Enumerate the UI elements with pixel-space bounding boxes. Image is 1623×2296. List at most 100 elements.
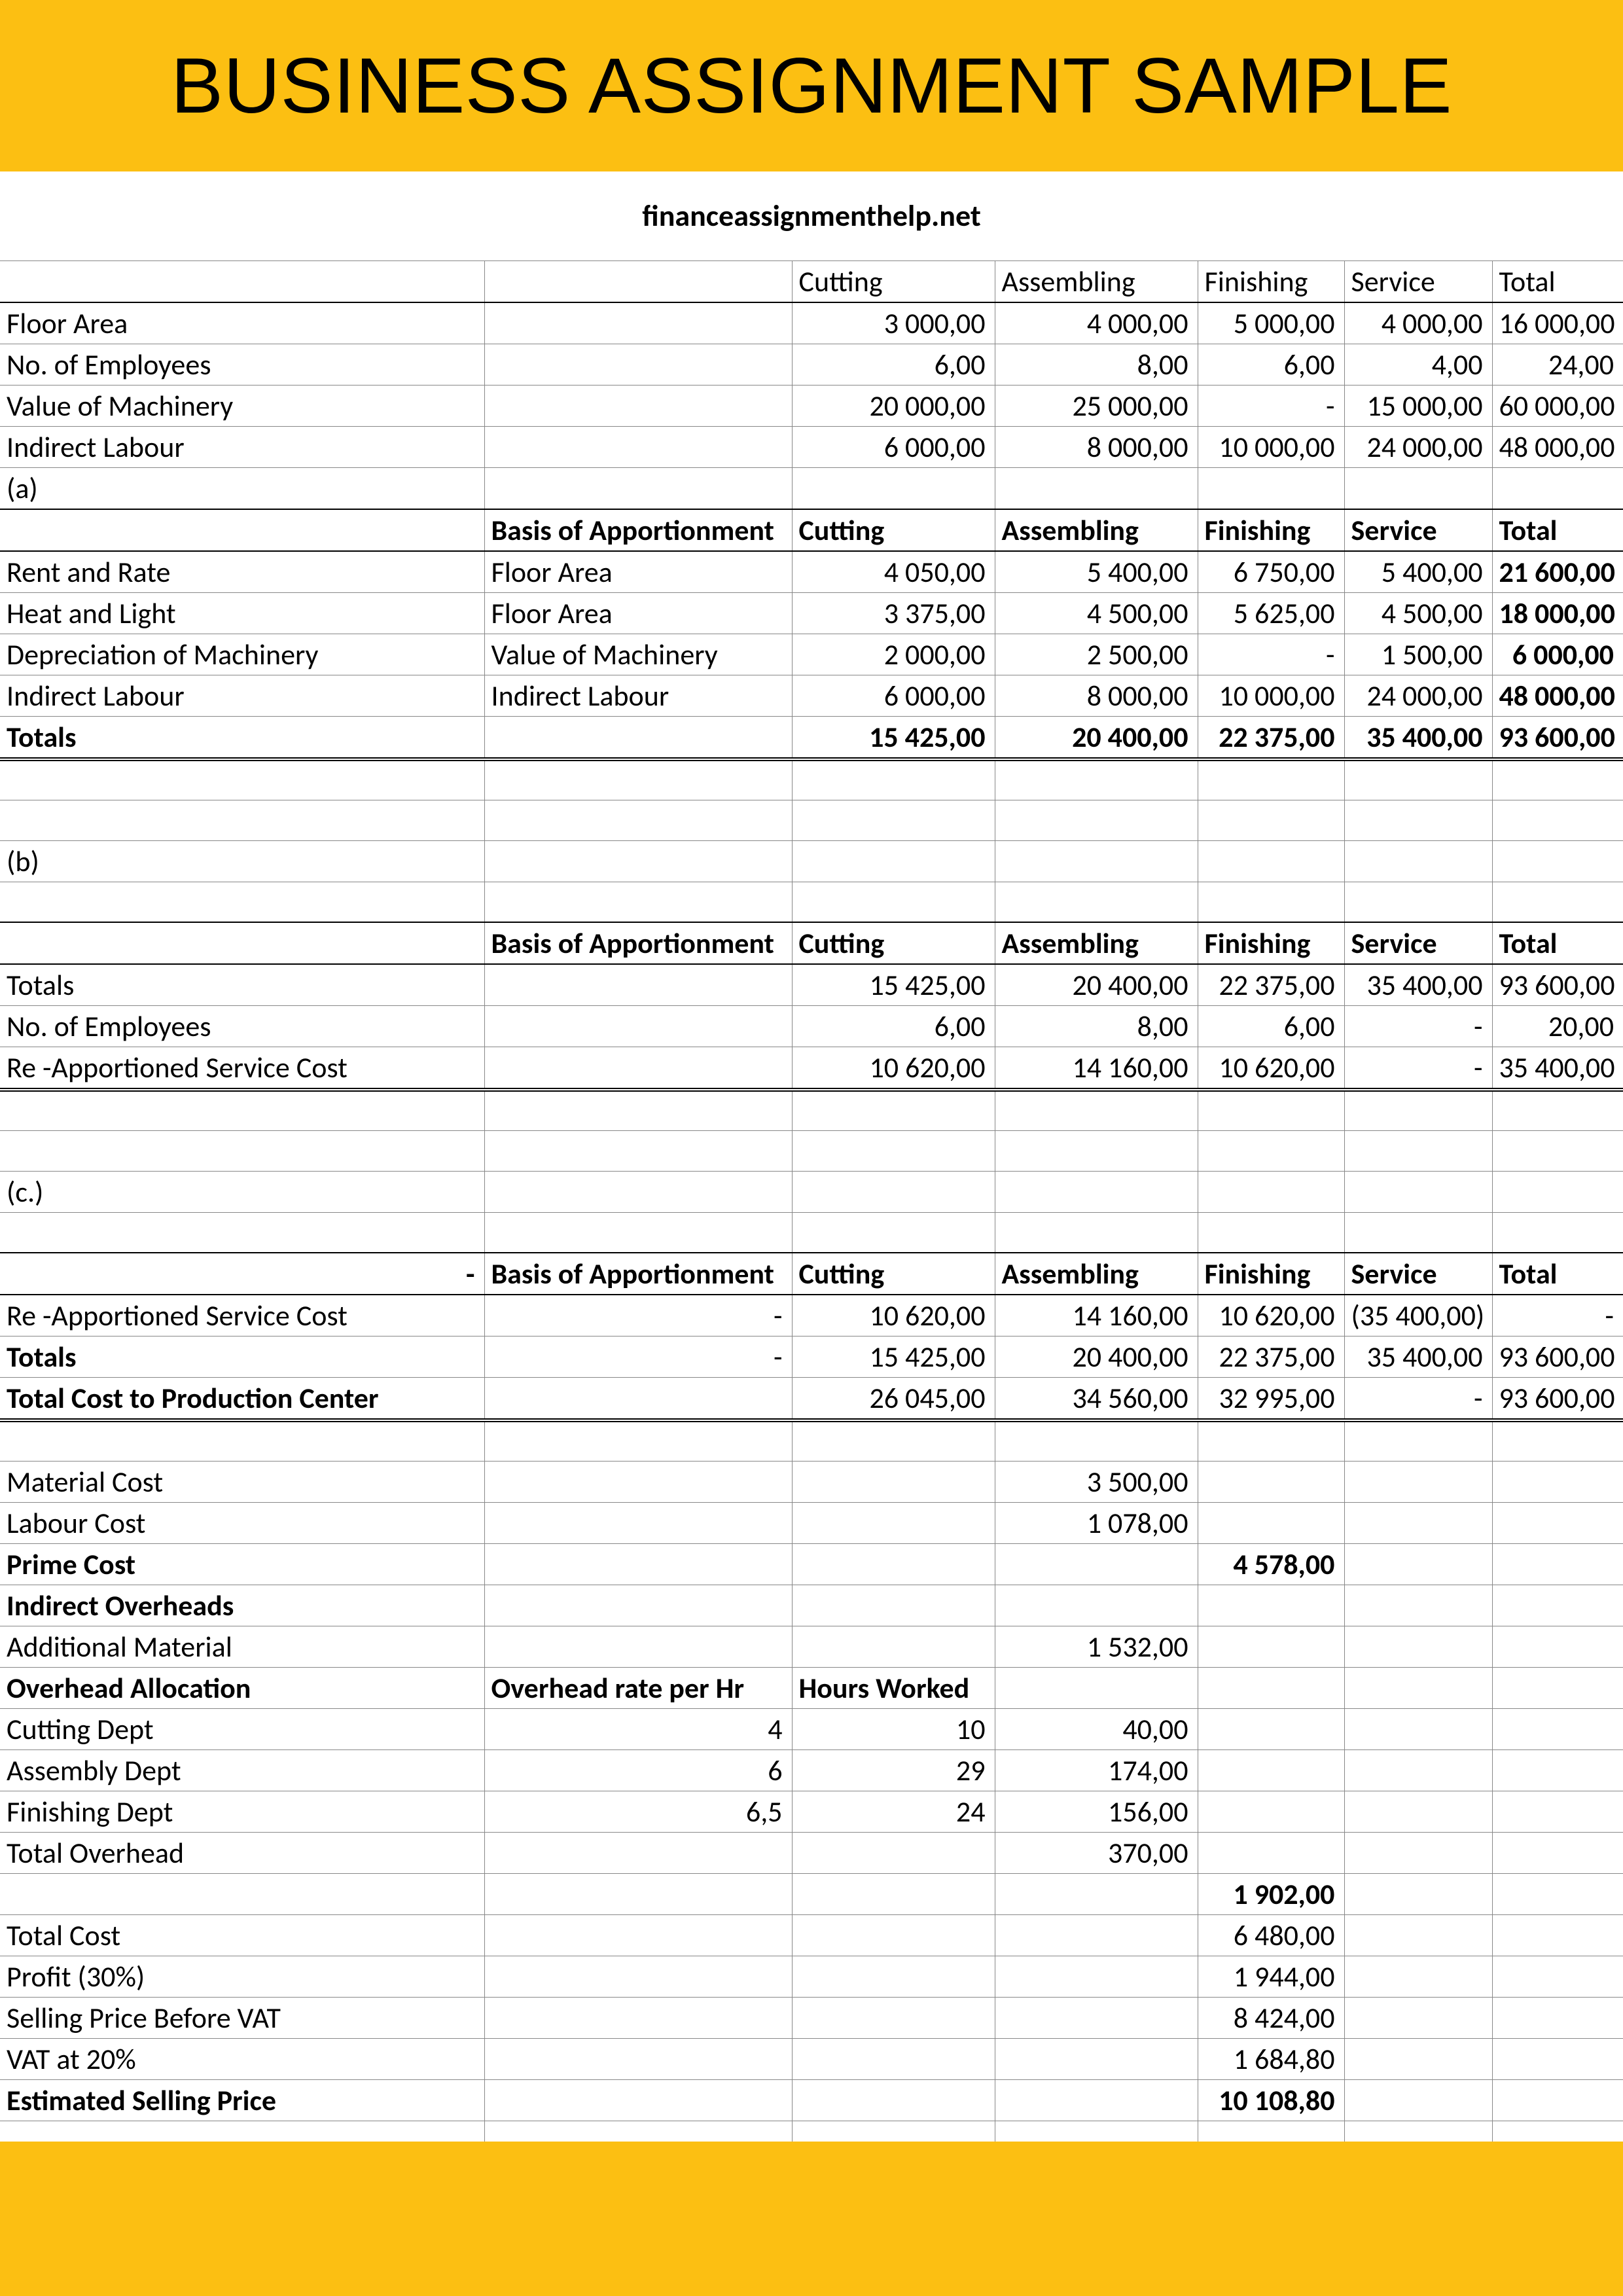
table-cell xyxy=(1344,2079,1492,2121)
table-cell xyxy=(0,759,484,800)
table-cell xyxy=(0,1090,484,1130)
table-cell: 5 400,00 xyxy=(1344,551,1492,593)
table-cell xyxy=(792,1212,995,1253)
table-cell xyxy=(792,840,995,882)
column-header: Cutting xyxy=(792,922,995,964)
table-cell: 1 944,00 xyxy=(1198,1956,1344,1997)
table-cell xyxy=(1344,1171,1492,1212)
table-cell xyxy=(792,2038,995,2079)
table-cell xyxy=(995,800,1198,840)
table-cell: 35 400,00 xyxy=(1344,717,1492,760)
row-label: Value of Machinery xyxy=(0,386,484,427)
row-label: Total Cost xyxy=(0,1914,484,1956)
table-cell: - xyxy=(1344,1006,1492,1047)
table-cell xyxy=(1492,1502,1623,1543)
table-cell xyxy=(1344,1914,1492,1956)
table-row: No. of Employees6,008,006,00-20,00 xyxy=(0,1006,1623,1047)
table-cell xyxy=(792,468,995,510)
table-cell xyxy=(1344,468,1492,510)
table-cell: 6 000,00 xyxy=(1492,634,1623,675)
table-cell xyxy=(1344,759,1492,800)
table-cell: 6,00 xyxy=(1198,344,1344,386)
table-cell xyxy=(995,882,1198,922)
table-cell: 1 500,00 xyxy=(1344,634,1492,675)
table-cell xyxy=(1198,1171,1344,1212)
column-header xyxy=(0,509,484,551)
table-cell: 20 400,00 xyxy=(995,964,1198,1006)
table-cell: 93 600,00 xyxy=(1492,717,1623,760)
table-cell xyxy=(0,261,484,303)
table-cell xyxy=(1198,1585,1344,1626)
row-label: Indirect Labour xyxy=(0,427,484,468)
table-cell: 8,00 xyxy=(995,1006,1198,1047)
table-cell xyxy=(792,1420,995,1461)
table-row: Additional Material1 532,00 xyxy=(0,1626,1623,1667)
table-cell xyxy=(484,1543,792,1585)
table-cell: Floor Area xyxy=(484,551,792,593)
table-cell: 10 xyxy=(792,1708,995,1749)
table-cell: 48 000,00 xyxy=(1492,675,1623,717)
table-cell xyxy=(0,1130,484,1171)
table-cell xyxy=(995,468,1198,510)
table-row: Total Cost6 480,00 xyxy=(0,1914,1623,1956)
table-cell xyxy=(0,1873,484,1914)
table-row: No. of Employees6,008,006,004,0024,00 xyxy=(0,344,1623,386)
table-cell xyxy=(1492,1585,1623,1626)
table-cell: 24 000,00 xyxy=(1344,427,1492,468)
table-cell xyxy=(484,302,792,344)
table-cell: 10 108,80 xyxy=(1198,2079,1344,2121)
table-cell: 22 375,00 xyxy=(1198,1336,1344,1378)
table-cell xyxy=(995,840,1198,882)
table-cell xyxy=(1344,800,1492,840)
table-cell: 6,00 xyxy=(792,344,995,386)
table-cell xyxy=(995,2079,1198,2121)
table-cell: 370,00 xyxy=(995,1832,1198,1873)
table-row: Total Overhead370,00 xyxy=(0,1832,1623,1873)
table-cell xyxy=(484,261,792,303)
table-cell xyxy=(1492,1212,1623,1253)
table-row: Totals15 425,0020 400,0022 375,0035 400,… xyxy=(0,717,1623,760)
table-cell: 18 000,00 xyxy=(1492,593,1623,634)
table-cell: 34 560,00 xyxy=(995,1378,1198,1421)
table-cell: 15 425,00 xyxy=(792,964,995,1006)
table-cell: Total xyxy=(1492,261,1623,303)
column-header xyxy=(0,922,484,964)
table-cell xyxy=(484,1997,792,2038)
table-cell xyxy=(484,1585,792,1626)
table-cell: - xyxy=(1492,1295,1623,1336)
row-label: VAT at 20% xyxy=(0,2038,484,2079)
table-cell xyxy=(1344,1585,1492,1626)
table-cell xyxy=(1344,1543,1492,1585)
section-label: (b) xyxy=(0,840,484,882)
column-header: Service xyxy=(1344,1253,1492,1295)
table-row: Profit (30%)1 944,00 xyxy=(0,1956,1623,1997)
column-header: Cutting xyxy=(792,509,995,551)
row-label: Indirect Overheads xyxy=(0,1585,484,1626)
table-row: CuttingAssemblingFinishingServiceTotal xyxy=(0,261,1623,303)
table-cell: 20 400,00 xyxy=(995,717,1198,760)
table-cell: 10 620,00 xyxy=(792,1295,995,1336)
table-cell: 1 684,80 xyxy=(1198,2038,1344,2079)
table-cell xyxy=(792,1543,995,1585)
table-cell xyxy=(484,1090,792,1130)
table-cell: 4 500,00 xyxy=(995,593,1198,634)
table-cell xyxy=(0,882,484,922)
table-cell xyxy=(995,1543,1198,1585)
table-cell: 20 000,00 xyxy=(792,386,995,427)
page-title: BUSINESS ASSIGNMENT SAMPLE xyxy=(171,41,1452,131)
table-cell: 24 000,00 xyxy=(1344,675,1492,717)
table-cell: 1 902,00 xyxy=(1198,1873,1344,1914)
table-cell: Cutting xyxy=(792,261,995,303)
header-band: BUSINESS ASSIGNMENT SAMPLE xyxy=(0,0,1623,171)
table-cell xyxy=(484,964,792,1006)
table-cell: 35 400,00 xyxy=(1344,964,1492,1006)
table-row xyxy=(0,1420,1623,1461)
table-cell xyxy=(995,1873,1198,1914)
section-label: (c.) xyxy=(0,1171,484,1212)
table-row: VAT at 20% 1 684,80 xyxy=(0,2038,1623,2079)
table-cell: 32 995,00 xyxy=(1198,1378,1344,1421)
table-cell xyxy=(484,2079,792,2121)
table-cell xyxy=(995,1420,1198,1461)
table-row: Indirect Overheads xyxy=(0,1585,1623,1626)
table-cell xyxy=(995,1585,1198,1626)
